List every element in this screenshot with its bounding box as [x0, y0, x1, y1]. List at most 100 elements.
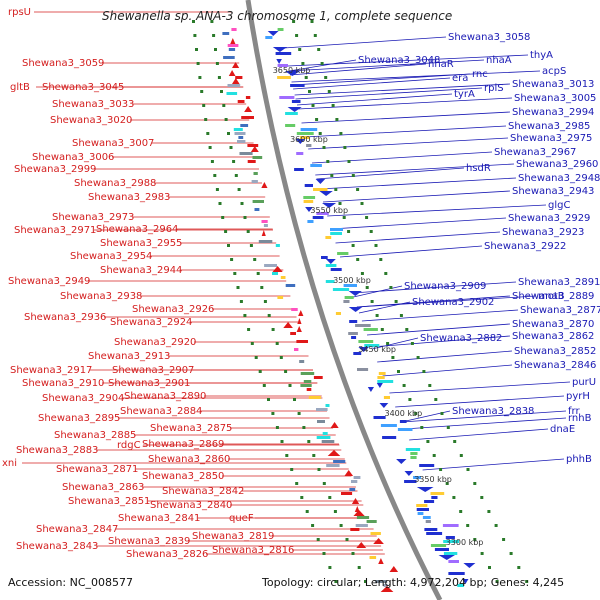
- scale-tick: [297, 412, 301, 415]
- gene-feature: [300, 128, 318, 131]
- scale-tick: [328, 566, 332, 569]
- scale-tick: [480, 552, 484, 555]
- gene-feature: [358, 347, 369, 352]
- scale-tick: [317, 468, 321, 471]
- leader-line: [389, 381, 571, 394]
- gene-feature: [382, 436, 397, 439]
- gene-label-left: Shewana3_2907: [112, 365, 194, 376]
- gene-label-right: Shewana3_2975: [510, 133, 592, 144]
- gene-label-left: xni: [2, 458, 17, 469]
- gene-feature: [349, 320, 358, 323]
- scale-tick: [230, 258, 234, 261]
- scale-tick: [292, 20, 296, 23]
- scale-tick: [453, 440, 457, 443]
- scale-tick: [495, 580, 499, 583]
- gene-feature: [291, 100, 301, 103]
- gene-feature: [325, 236, 332, 239]
- gene-feature: [364, 344, 380, 347]
- gene-label-left: Shewana3_2885: [54, 430, 136, 441]
- leader-line: [335, 231, 501, 244]
- scale-tick: [389, 286, 393, 289]
- gene-feature: [261, 182, 268, 188]
- leader-line: [291, 70, 541, 83]
- scale-tick: [347, 230, 351, 233]
- scale-tick: [293, 398, 296, 401]
- gene-features: [222, 28, 476, 592]
- gene-label-right: Shewana3_2889: [512, 291, 594, 302]
- scale-tick: [320, 62, 324, 65]
- scale-label: 3300 kbp: [446, 538, 484, 547]
- scale-tick: [258, 370, 262, 373]
- scale-tick: [420, 426, 424, 429]
- gene-feature: [232, 62, 240, 68]
- gene-feature: [332, 288, 350, 291]
- scale-tick: [369, 230, 373, 233]
- scale-tick: [326, 160, 330, 163]
- gene-feature: [355, 324, 371, 327]
- scale-tick: [288, 384, 292, 387]
- leader-line: [295, 87, 483, 100]
- leader-line: [288, 59, 485, 72]
- gene-feature: [349, 488, 356, 491]
- scale-tick: [459, 510, 463, 513]
- gene-feature: [430, 544, 447, 547]
- leader-line: [304, 125, 507, 138]
- scale-tick: [263, 300, 267, 303]
- gene-label-right: motB: [538, 291, 565, 302]
- scale-tick: [322, 482, 326, 485]
- scale-tick: [198, 76, 202, 79]
- gene-feature: [296, 152, 304, 155]
- gene-feature: [316, 436, 331, 439]
- scale-tick: [466, 468, 470, 471]
- gene-label-left: Shewana3_3007: [72, 138, 154, 149]
- scale-tick: [206, 132, 210, 135]
- leader-line: [293, 77, 451, 90]
- gene-feature: [325, 264, 337, 267]
- gene-label-right: Shewana3_2943: [512, 186, 594, 197]
- scale-tick: [295, 34, 299, 37]
- gene-feature: [419, 464, 435, 467]
- gene-feature: [232, 78, 240, 84]
- gene-label-left: Shewana3_3020: [50, 115, 132, 126]
- scale-tick: [284, 370, 288, 373]
- scale-tick: [334, 188, 338, 191]
- scale-tick: [414, 412, 418, 415]
- gene-feature: [325, 259, 336, 264]
- gene-feature: [305, 207, 313, 212]
- leader-line: [301, 111, 511, 124]
- gene-label-left: Shewana3_2842: [162, 486, 244, 497]
- scale-tick: [517, 566, 521, 569]
- scale-tick: [408, 398, 412, 401]
- scale-tick: [339, 132, 343, 135]
- gene-feature: [272, 266, 283, 272]
- gene-label-left: Shewana3_2949: [8, 276, 90, 287]
- gene-feature: [348, 291, 362, 296]
- leader-line: [327, 204, 547, 217]
- gene-feature: [348, 307, 363, 312]
- gene-label-right: Shewana3_3058: [448, 32, 530, 43]
- scale-tick: [446, 426, 450, 429]
- gene-label-left: Shewana3_2973: [52, 212, 134, 223]
- gene-feature: [399, 420, 407, 423]
- gene-feature: [312, 216, 324, 219]
- scale-tick: [243, 314, 247, 317]
- leader-line: [322, 190, 511, 203]
- scale-tick: [279, 356, 283, 359]
- scale-tick: [202, 104, 206, 107]
- scale-tick: [298, 48, 302, 51]
- label-leader-lines: [22, 11, 571, 555]
- gene-label-left: rdgC: [117, 440, 141, 451]
- leader-line: [308, 137, 509, 150]
- leader-line: [339, 245, 483, 258]
- gene-feature: [244, 106, 253, 112]
- gene-feature: [344, 296, 354, 299]
- gene-feature: [254, 208, 260, 211]
- gene-feature: [351, 498, 360, 504]
- scale-tick: [365, 216, 369, 219]
- scale-tick: [200, 90, 204, 93]
- gene-feature: [431, 496, 438, 499]
- gene-feature: [410, 452, 418, 455]
- leader-line: [395, 395, 565, 408]
- leader-line: [315, 163, 515, 176]
- scale-tick: [317, 48, 321, 51]
